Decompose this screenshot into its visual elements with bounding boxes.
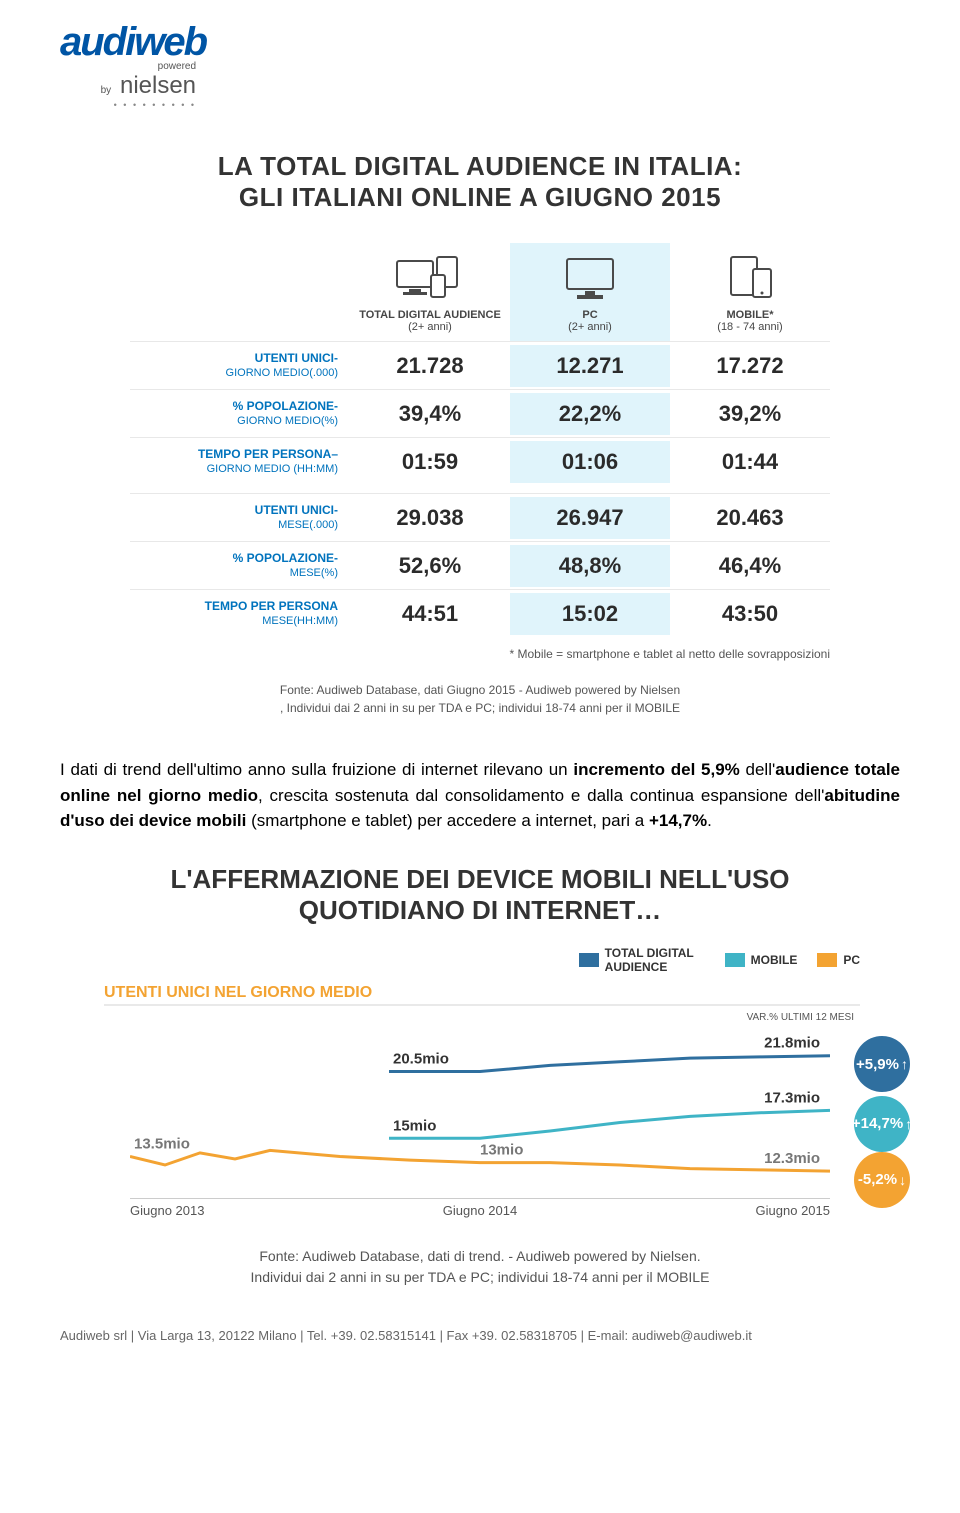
section2-title: L'AFFERMAZIONE DEI DEVICE MOBILI NELL'US… [60,864,900,926]
table-cell: 20.463 [670,497,830,539]
table-row: TEMPO PER PERSONA–GIORNO MEDIO (HH:MM)01… [130,437,830,485]
table-cell: 46,4% [670,545,830,587]
variation-bubble: +5,9%↑ [854,1036,910,1092]
chart-line-tda [389,1056,830,1072]
swatch-mobile [725,953,745,967]
chart-source: Fonte: Audiweb Database, dati di trend. … [60,1246,900,1288]
chart-point-label: 21.8mio [764,1035,820,1052]
title-line2: GLI ITALIANI ONLINE A GIUGNO 2015 [239,182,721,212]
audience-table: TOTAL DIGITAL AUDIENCE (2+ anni) PC (2+ … [130,243,830,637]
table-row: % POPOLAZIONE-GIORNO MEDIO(%)39,4%22,2%3… [130,389,830,437]
devices-icon [395,255,465,301]
table-cell: 39,2% [670,393,830,435]
section1-title: LA TOTAL DIGITAL AUDIENCE IN ITALIA: GLI… [60,151,900,213]
row-label: TEMPO PER PERSONAMESE(HH:MM) [130,593,350,635]
table-cell: 01:06 [510,441,670,483]
chart-point-label: 17.3mio [764,1090,820,1107]
legend-mobile: MOBILE [725,953,798,967]
table-source: Fonte: Audiweb Database, dati Giugno 201… [60,681,900,717]
chart-point-label: 13.5mio [134,1136,190,1153]
variation-bubble: +14,7%↑ [854,1096,910,1152]
table-cell: 17.272 [670,345,830,387]
mobile-icon [723,255,777,301]
table-row: UTENTI UNICI-GIORNO MEDIO(.000)21.72812.… [130,341,830,389]
chart-line-mobile [389,1111,830,1139]
table-cell: 01:44 [670,441,830,483]
pc-icon [563,255,617,301]
row-label: UTENTI UNICI-GIORNO MEDIO(.000) [130,345,350,387]
nielsen-dots-icon: • • • • • • • • • [114,100,196,110]
chart-point-label: 20.5mio [393,1051,449,1068]
swatch-tda [579,953,599,967]
title-line1: LA TOTAL DIGITAL AUDIENCE IN ITALIA: [218,151,743,181]
x-axis-labels: Giugno 2013 Giugno 2014 Giugno 2015 [130,1203,830,1218]
table-row: UTENTI UNICI-MESE(.000)29.03826.94720.46… [130,493,830,541]
col-head-tda: TOTAL DIGITAL AUDIENCE (2+ anni) [350,243,510,341]
page-footer: Audiweb srl | Via Larga 13, 20122 Milano… [60,1328,900,1343]
trend-chart: UTENTI UNICI NEL GIORNO MEDIO VAR.% ULTI… [100,984,860,1218]
chart-point-label: 13mio [480,1142,523,1159]
legend-pc: PC [817,953,860,967]
table-cell: 52,6% [350,545,510,587]
table-cell: 44:51 [350,593,510,635]
table-cell: 43:50 [670,593,830,635]
logo-powered: powered [158,61,196,72]
table-cell: 39,4% [350,393,510,435]
chart-subtitle: UTENTI UNICI NEL GIORNO MEDIO [104,984,860,1006]
chart-point-label: 15mio [393,1118,436,1135]
col-head-mobile: MOBILE* (18 - 74 anni) [670,243,830,341]
chart-legend: TOTAL DIGITAL AUDIENCE MOBILE PC [60,946,860,974]
table-footnote: * Mobile = smartphone e tablet al netto … [60,647,830,661]
var-note: VAR.% ULTIMI 12 MESI [100,1012,854,1023]
table-cell: 12.271 [510,345,670,387]
row-label: % POPOLAZIONE-GIORNO MEDIO(%) [130,393,350,435]
table-cell: 26.947 [510,497,670,539]
row-label: % POPOLAZIONE-MESE(%) [130,545,350,587]
logo-by: by [101,85,112,96]
variation-bubble: -5,2%↓ [854,1152,910,1208]
col-head-pc: PC (2+ anni) [510,243,670,341]
table-cell: 21.728 [350,345,510,387]
body-paragraph: I dati di trend dell'ultimo anno sulla f… [60,757,900,834]
table-cell: 22,2% [510,393,670,435]
table-row: % POPOLAZIONE-MESE(%)52,6%48,8%46,4% [130,541,830,589]
logo-partner: nielsen [120,72,196,99]
legend-tda: TOTAL DIGITAL AUDIENCE [579,946,705,974]
table-cell: 15:02 [510,593,670,635]
swatch-pc [817,953,837,967]
table-row: TEMPO PER PERSONAMESE(HH:MM)44:5115:0243… [130,589,830,637]
row-label: UTENTI UNICI-MESE(.000) [130,497,350,539]
row-label: TEMPO PER PERSONA–GIORNO MEDIO (HH:MM) [130,441,350,483]
logo-block: audiweb powered by nielsen • • • • • • •… [60,20,900,111]
chart-point-label: 12.3mio [764,1150,820,1167]
table-cell: 29.038 [350,497,510,539]
table-cell: 48,8% [510,545,670,587]
table-cell: 01:59 [350,441,510,483]
logo-main: audiweb [60,20,206,64]
